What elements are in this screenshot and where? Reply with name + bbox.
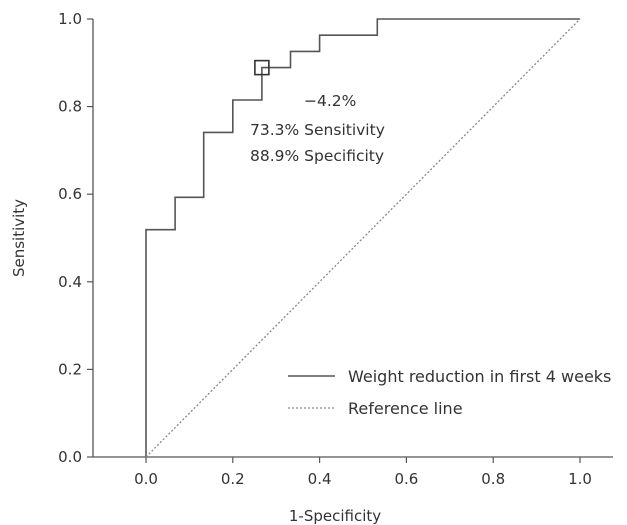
legend: Weight reduction in first 4 weeks Refere… — [288, 367, 611, 418]
y-axis-label: Sensitivity — [10, 199, 28, 277]
series — [145, 18, 581, 458]
x-tick-label: 0.4 — [308, 470, 332, 488]
y-tick-label: 0.2 — [58, 360, 82, 378]
roc-curve — [145, 18, 580, 457]
x-tick-label: 0.6 — [394, 470, 418, 488]
y-tick-label: 0.0 — [58, 448, 82, 466]
ticks: 0.0 0.2 0.4 0.6 0.8 1.0 0.0 0.2 0.4 0.6 0.8 1.0 — [58, 10, 592, 488]
y-tick-label: 0.6 — [58, 185, 82, 203]
annotation-cutoff: −4.2% — [304, 92, 356, 110]
annotation-specificity: 88.9% Specificity — [250, 147, 384, 165]
x-tick-label: 0.0 — [134, 470, 158, 488]
x-tick-label: 1.0 — [568, 470, 592, 488]
reference-line — [145, 18, 581, 458]
legend-label-weight-reduction: Weight reduction in first 4 weeks — [348, 367, 611, 386]
annotation-sensitivity: 73.3% Sensitivity — [250, 121, 385, 139]
y-tick-label: 0.8 — [58, 98, 82, 116]
x-tick-label: 0.2 — [221, 470, 245, 488]
annotation-block: −4.2% 73.3% Sensitivity 88.9% Specificit… — [250, 92, 385, 165]
y-tick-label: 0.4 — [58, 273, 82, 291]
x-axis-label: 1-Specificity — [289, 507, 381, 525]
y-tick-label: 1.0 — [58, 10, 82, 28]
x-tick-label: 0.8 — [481, 470, 505, 488]
optimal-cutoff-marker — [254, 59, 270, 76]
axes — [92, 19, 613, 458]
legend-label-reference: Reference line — [348, 399, 463, 418]
